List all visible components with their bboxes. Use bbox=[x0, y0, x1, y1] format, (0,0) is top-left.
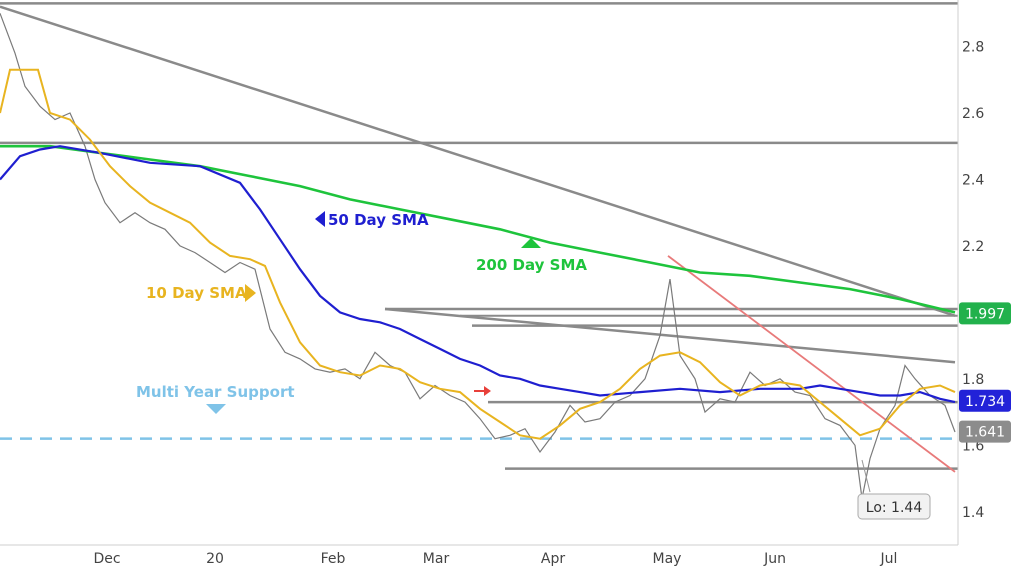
badge-sma200: 1.997 bbox=[959, 302, 1011, 325]
badge-sma50-text: 1.734 bbox=[965, 394, 1005, 410]
sma10-label: 10 Day SMA bbox=[146, 284, 247, 302]
support-label: Multi Year Support bbox=[136, 383, 295, 401]
triangle-up-icon bbox=[521, 238, 541, 248]
y-tick-label: 2.4 bbox=[962, 172, 984, 188]
badge-sma50: 1.734 bbox=[959, 389, 1011, 412]
major-downtrend-line bbox=[0, 5, 956, 317]
x-axis-ticks: Dec 20 Feb Mar Apr May Jun Jul bbox=[93, 551, 897, 567]
x-tick-label: Mar bbox=[423, 551, 450, 567]
x-tick-label: 20 bbox=[206, 551, 224, 567]
plot-background bbox=[0, 0, 958, 545]
sma200-label: 200 Day SMA bbox=[476, 256, 587, 274]
support-annotation: Multi Year Support bbox=[136, 383, 295, 414]
y-axis-panel bbox=[958, 0, 1024, 571]
low-connector-line bbox=[861, 459, 871, 493]
sma50-line bbox=[0, 145, 956, 404]
y-tick-label: 1.8 bbox=[962, 372, 984, 388]
badge-sma200-box bbox=[959, 302, 1011, 325]
triangle-left-icon bbox=[315, 211, 325, 227]
sma50-label: 50 Day SMA bbox=[328, 211, 429, 229]
secondary-downtrend-line bbox=[384, 307, 956, 364]
x-tick-label: Jun bbox=[763, 551, 786, 567]
low-label-box bbox=[857, 493, 931, 520]
triangle-down-icon bbox=[206, 404, 226, 414]
y-tick-label: 2.8 bbox=[962, 40, 984, 56]
red-downtrend-line bbox=[667, 255, 956, 473]
x-tick-label: May bbox=[653, 551, 682, 567]
sma200-annotation: 200 Day SMA bbox=[476, 238, 587, 274]
sma10-annotation: 10 Day SMA bbox=[146, 284, 256, 302]
badge-sma50-box bbox=[959, 389, 1011, 412]
sma10-line bbox=[0, 68, 956, 440]
low-annotation: Lo: 1.44 bbox=[857, 493, 931, 520]
x-tick-label: Apr bbox=[541, 551, 565, 567]
x-tick-label: Feb bbox=[321, 551, 346, 567]
price-bars bbox=[0, 13, 956, 499]
y-tick-label: 2.2 bbox=[962, 239, 984, 255]
sma50-annotation: 50 Day SMA bbox=[315, 211, 429, 229]
triangle-right-icon bbox=[245, 284, 256, 302]
y-tick-label: 1.4 bbox=[962, 505, 984, 521]
red-arrow-icon bbox=[474, 386, 491, 396]
badge-sma200-text: 1.997 bbox=[965, 306, 1005, 322]
y-tick-label: 2.6 bbox=[962, 106, 984, 122]
badge-last: 1.641 bbox=[959, 420, 1011, 443]
sma200-line bbox=[0, 144, 956, 314]
badge-last-box bbox=[959, 420, 1011, 443]
badge-last-text: 1.641 bbox=[965, 425, 1005, 441]
x-tick-label: Dec bbox=[93, 551, 120, 567]
x-axis-panel bbox=[0, 545, 1024, 571]
low-label: Lo: 1.44 bbox=[866, 500, 923, 516]
x-tick-label: Jul bbox=[880, 551, 898, 567]
